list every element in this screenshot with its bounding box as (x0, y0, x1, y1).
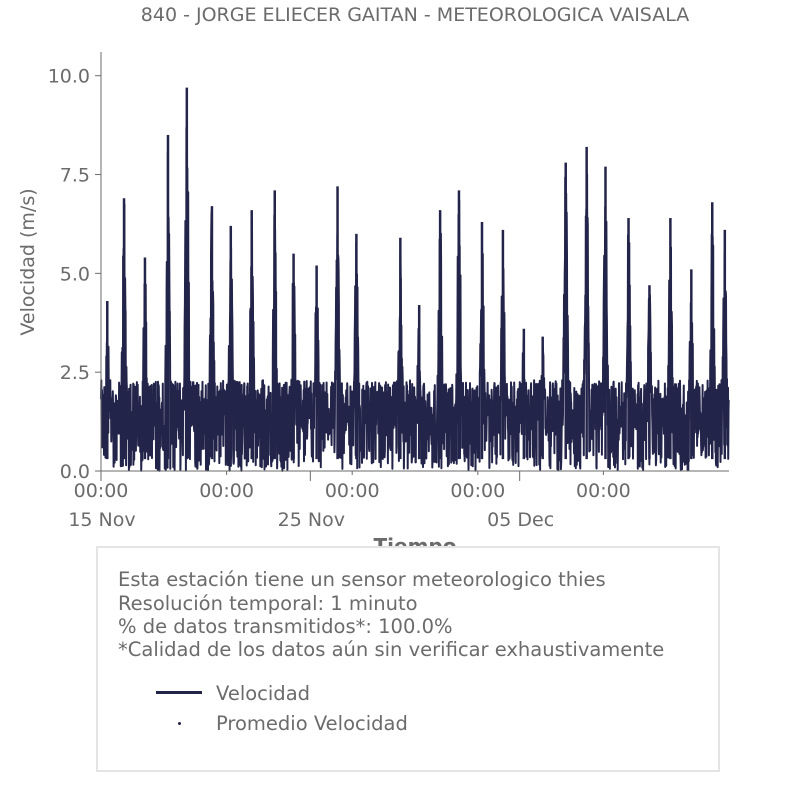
info-box: Esta estación tiene un sensor meteorolog… (96, 546, 720, 772)
x-tick-time-label: 00:00 (576, 480, 631, 502)
resolution-text: Resolución temporal: 1 minuto (118, 592, 418, 615)
y-tick-label: 0.0 (60, 461, 90, 483)
quality-note-text: *Calidad de los datos aún sin verificar … (118, 638, 665, 661)
legend-promedio-label: Promedio Velocidad (216, 712, 408, 735)
x-tick-date-label: 05 Dec (487, 509, 554, 531)
legend-velocidad-swatch (156, 691, 202, 694)
x-tick-time-label: 00:00 (325, 480, 380, 502)
y-tick-label: 7.5 (60, 165, 90, 187)
y-tick-label: 10.0 (48, 66, 90, 88)
plot-area (100, 87, 730, 472)
sensor-info-text: Esta estación tiene un sensor meteorolog… (118, 568, 606, 591)
velocidad-series-line (100, 126, 730, 472)
x-tick-time-label: 00:00 (74, 480, 129, 502)
data-transmitted-text: % de datos transmitidos*: 100.0% (118, 615, 453, 638)
x-tick-date-label: 25 Nov (278, 509, 345, 531)
legend-promedio-swatch (178, 722, 181, 725)
y-tick-label: 2.5 (60, 362, 90, 384)
x-tick-date-label: 15 Nov (68, 509, 135, 531)
axes: 0.0 2.5 5.0 7.5 10.0 00:00 00:00 00:00 00:00 00:0… (48, 52, 729, 531)
y-tick-label: 5.0 (60, 263, 90, 285)
x-tick-time-label: 00:00 (199, 480, 254, 502)
chart-title: 840 - JORGE ELIECER GAITAN - METEOROLOGI… (141, 4, 689, 26)
y-axis-label: Velocidad (m/s) (17, 188, 39, 335)
x-tick-time-label: 00:00 (450, 480, 505, 502)
legend-velocidad-label: Velocidad (216, 682, 311, 705)
